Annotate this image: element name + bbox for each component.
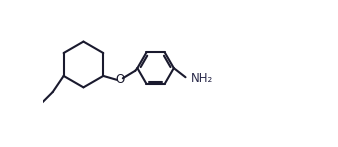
Text: O: O: [116, 73, 125, 86]
Text: NH₂: NH₂: [191, 72, 214, 85]
